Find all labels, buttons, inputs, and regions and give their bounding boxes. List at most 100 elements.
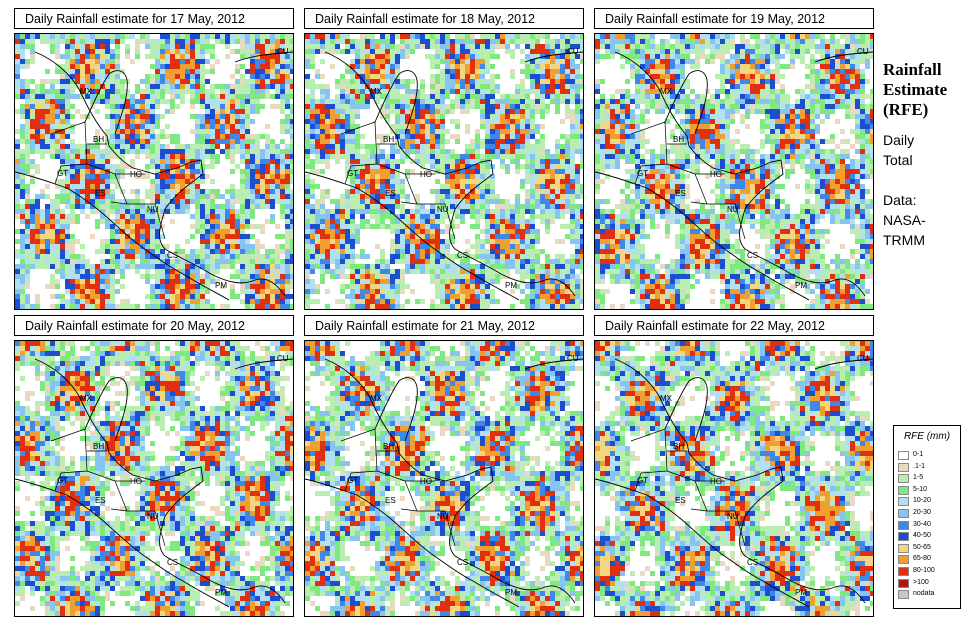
rainfall-cell [580,84,583,89]
rainfall-cell [385,279,390,284]
rainfall-cell [170,34,175,39]
rainfall-cell [490,264,495,269]
rainfall-cell [480,284,485,289]
rainfall-cell [555,39,560,44]
rainfall-cell [170,159,175,164]
rainfall-cell [305,299,310,304]
rainfall-cell [450,64,455,69]
rainfall-cell [250,304,255,309]
rainfall-cell [460,199,465,204]
rainfall-cell [520,224,525,229]
rainfall-cell [45,124,50,129]
rainfall-cell [110,239,115,244]
rainfall-cell [400,104,405,109]
rainfall-cell [415,99,420,104]
panel-title: Daily Rainfall estimate for 17 May, 2012 [14,8,294,29]
rainfall-cell [435,74,440,79]
rainfall-cell [55,44,60,49]
rainfall-cell [385,114,390,119]
rainfall-cell [160,114,165,119]
rainfall-cell [20,184,25,189]
rainfall-cell [540,189,545,194]
rainfall-cell [375,289,380,294]
rainfall-cell [210,34,215,39]
rainfall-cell [550,154,555,159]
rainfall-cell [365,44,370,49]
rainfall-cell [95,279,100,284]
rainfall-cell [45,214,50,219]
rainfall-cell [430,84,435,89]
rainfall-cell [70,294,75,299]
rainfall-cell [390,274,395,279]
rainfall-map: MX CU BH GT HO ES NU CS PM [14,33,294,310]
rainfall-cell [60,69,65,74]
rainfall-cell [575,104,580,109]
rainfall-cell [160,209,165,214]
rainfall-cell [350,84,355,89]
rainfall-cell [240,124,245,129]
rainfall-cell [380,209,385,214]
rainfall-cell [540,139,545,144]
rainfall-cell [430,304,435,309]
rainfall-cell [290,129,293,134]
rainfall-cell [55,224,60,229]
rainfall-cell [595,149,600,154]
rainfall-cell [570,219,575,224]
rainfall-cell [540,74,545,79]
rainfall-cell [195,54,200,59]
rainfall-cell [535,109,540,114]
rainfall-cell [175,289,180,294]
rainfall-cell [390,69,395,74]
rainfall-cell [475,154,480,159]
rainfall-cell [560,39,565,44]
rainfall-cell [365,224,370,229]
rainfall-cell [395,234,400,239]
rainfall-cell [265,144,270,149]
rainfall-cell [240,289,245,294]
rainfall-cell [565,289,570,294]
rainfall-cell [460,194,465,199]
rainfall-cell [230,119,235,124]
rainfall-cell [280,34,285,39]
rainfall-cell [235,189,240,194]
rainfall-cell [470,189,475,194]
rainfall-cell [430,104,435,109]
rainfall-cell [110,134,115,139]
rainfall-cell [430,154,435,159]
rainfall-cell [200,69,205,74]
rainfall-cell [310,184,315,189]
rainfall-cell [100,219,105,224]
rainfall-cell [180,189,185,194]
rainfall-cell [325,84,330,89]
rainfall-cell [290,54,293,59]
rainfall-cell [305,294,310,299]
rainfall-cell [50,94,55,99]
rainfall-cell [540,164,545,169]
rainfall-cell [400,129,405,134]
rainfall-cell [410,39,415,44]
rainfall-cell [305,269,310,274]
rainfall-cell [275,249,280,254]
rainfall-cell [560,299,565,304]
rainfall-cell [395,194,400,199]
rainfall-cell [205,274,210,279]
rainfall-cell [60,219,65,224]
rainfall-cell [95,184,100,189]
rainfall-cell [385,289,390,294]
rainfall-cell [465,169,470,174]
rainfall-cell [290,69,293,74]
rainfall-cell [460,74,465,79]
rainfall-cell [365,209,370,214]
rainfall-cell [355,89,360,94]
rainfall-cell [315,69,320,74]
rainfall-cell [475,224,480,229]
rainfall-cell [595,259,600,264]
rainfall-cell [470,174,475,179]
rainfall-cell [265,199,270,204]
rainfall-cell [520,139,525,144]
rainfall-cell [445,279,450,284]
rainfall-cell [405,54,410,59]
rainfall-cell [485,189,490,194]
rainfall-cell [320,89,325,94]
rainfall-cell [445,259,450,264]
